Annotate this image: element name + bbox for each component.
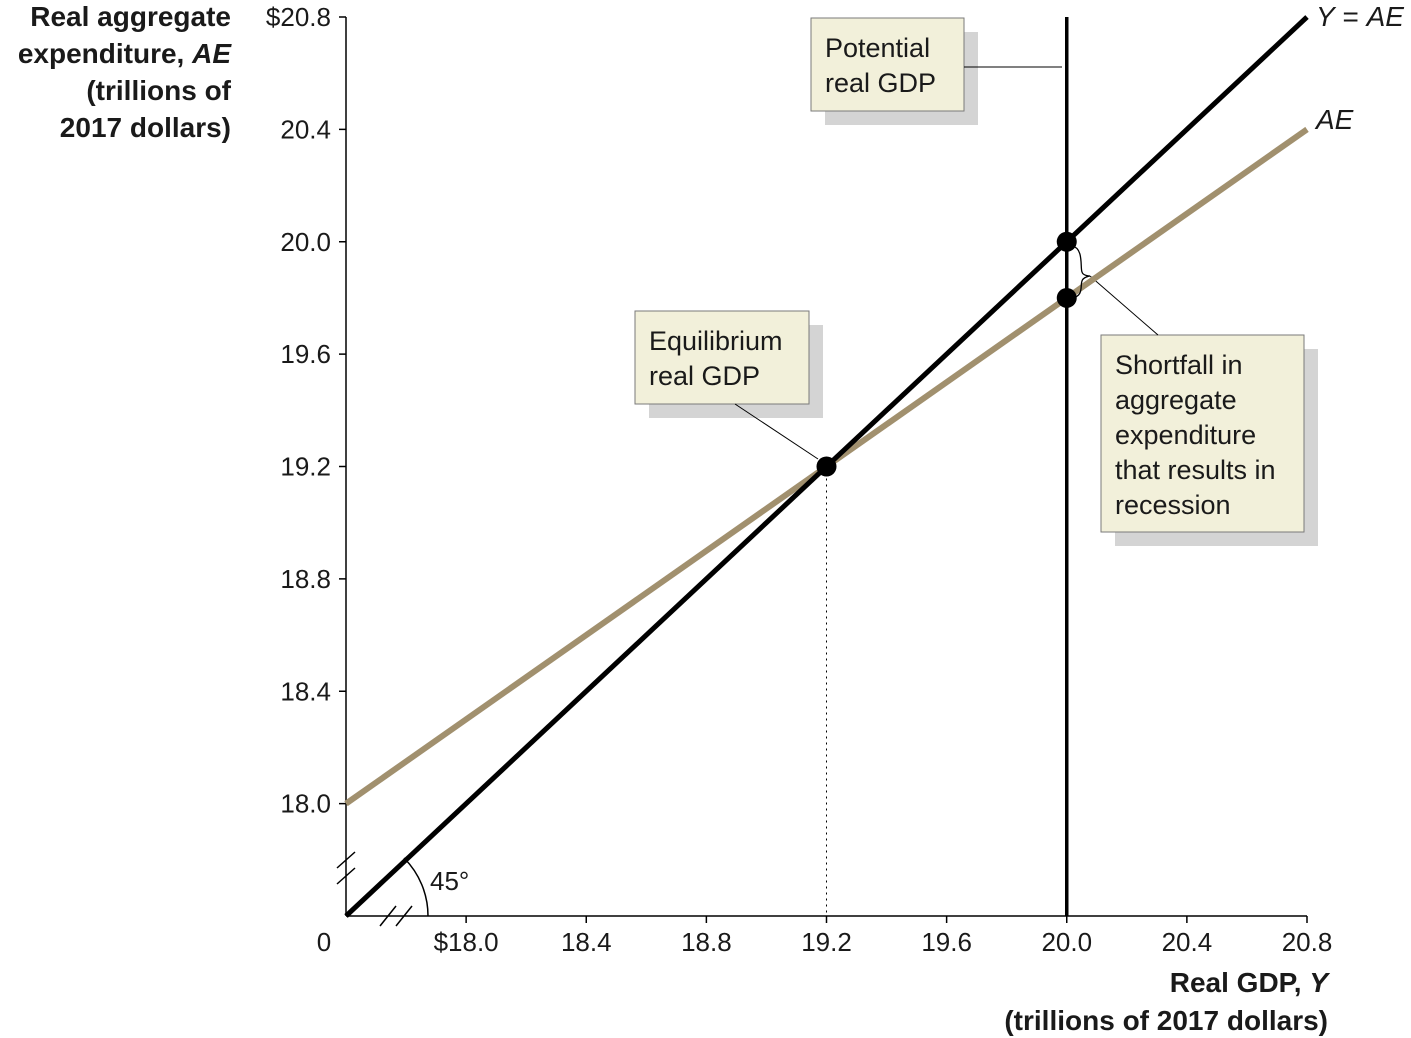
- y-tick-label: 20.0: [280, 227, 331, 257]
- annotation-boxes: Potential real GDP Equilibrium real GDP Shor…: [634, 17, 1318, 546]
- y-tick-label: 18.0: [280, 789, 331, 819]
- data-point: [816, 456, 837, 477]
- potential-gdp-annotation-line-2: real GDP: [825, 68, 936, 98]
- x-tick-label: 18.4: [561, 927, 612, 957]
- data-point: [1056, 231, 1077, 252]
- x-axis-break-2: [395, 905, 413, 927]
- shortfall-annotation-background: [1100, 334, 1305, 533]
- equilibrium-gdp-annotation-background: [634, 310, 810, 405]
- y-axis-title-line3: (trillions of: [86, 75, 231, 106]
- y-axis-break-1: [336, 851, 356, 869]
- y-tick-label: 20.4: [280, 114, 331, 144]
- data-point: [1056, 287, 1077, 308]
- y-axis-break-2: [336, 867, 356, 885]
- shortfall-annotation: Shortfall in aggregate expenditure that res…: [1100, 334, 1318, 546]
- x-tick-label: 20.0: [1041, 927, 1092, 957]
- data-points: [816, 231, 1077, 477]
- x-tick-label: 19.6: [921, 927, 972, 957]
- x-tick-label: 18.8: [681, 927, 732, 957]
- x-axis-title-line2: (trillions of 2017 dollars): [1004, 1005, 1328, 1036]
- potential-gdp-annotation-line-1: Potential: [825, 33, 930, 63]
- ticks: $18.0 18.4 18.8 19.2 19.6 20.0 20.4 20.8 18.0 18.…: [266, 2, 1332, 957]
- y-axis-title-line1: Real aggregate: [30, 1, 231, 32]
- x-tick-label: 20.4: [1162, 927, 1213, 957]
- shortfall-annotation-line-3: expenditure: [1115, 420, 1256, 450]
- x-axis-title-line1: Real GDP, Y: [1170, 967, 1331, 998]
- y-tick-label: 18.8: [280, 564, 331, 594]
- y-axis-title-line4: 2017 dollars): [60, 112, 231, 143]
- equilibrium-leader-line: [734, 403, 819, 460]
- angle-label: 45°: [430, 866, 469, 896]
- x-tick-label: $18.0: [434, 927, 499, 957]
- shortfall-annotation-line-4: that results in: [1115, 455, 1276, 485]
- equilibrium-gdp-annotation-line-2: real GDP: [649, 361, 760, 391]
- equilibrium-gdp-annotation-line-1: Equilibrium: [649, 326, 783, 356]
- potential-gdp-annotation: Potential real GDP: [810, 17, 978, 125]
- y-axis-title-line2: expenditure, AE: [18, 38, 232, 69]
- y-tick-label: 18.4: [280, 676, 331, 706]
- x-axis-break-1: [379, 905, 397, 927]
- shortfall-brace: [1071, 245, 1091, 299]
- potential-gdp-annotation-background: [810, 17, 965, 112]
- x-axis-title: Real GDP, Y (trillions of 2017 dollars): [1004, 967, 1330, 1036]
- y-tick-label: $20.8: [266, 2, 331, 32]
- x-tick-label: 19.2: [801, 927, 852, 957]
- y-axis-title: Real aggregate expenditure, AE (trillion…: [18, 1, 232, 143]
- shortfall-leader-line: [1089, 275, 1159, 336]
- origin-label: 0: [317, 927, 331, 957]
- series-labels: Y = AE AE: [1314, 1, 1404, 135]
- x-tick-label: 20.8: [1282, 927, 1333, 957]
- angle-arc: [403, 857, 429, 917]
- y-tick-label: 19.6: [280, 339, 331, 369]
- equilibrium-gdp-annotation: Equilibrium real GDP: [634, 310, 823, 418]
- y-tick-label: 19.2: [280, 452, 331, 482]
- series-label-ae: AE: [1314, 104, 1354, 135]
- series-label-y-equals-ae: Y = AE: [1316, 1, 1404, 32]
- shortfall-annotation-line-5: recession: [1115, 490, 1231, 520]
- shortfall-annotation-line-2: aggregate: [1115, 385, 1237, 415]
- shortfall-annotation-line-1: Shortfall in: [1115, 350, 1243, 380]
